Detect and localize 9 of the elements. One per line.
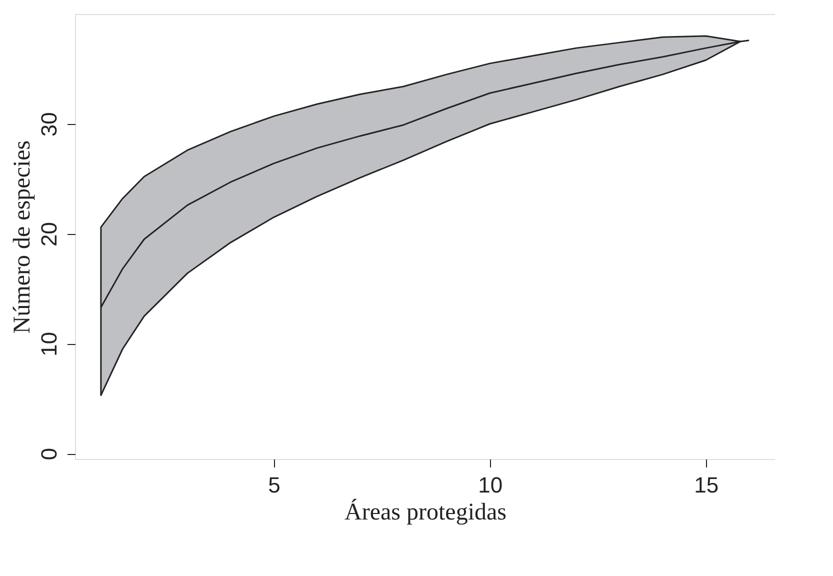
y-tick-label: 10 <box>36 332 62 356</box>
y-tick-label: 0 <box>36 448 62 460</box>
x-axis-title: Áreas protegidas <box>344 498 506 526</box>
x-tick-label: 5 <box>268 472 280 498</box>
y-axis-title: Número de especies <box>10 140 36 334</box>
x-tick-label: 15 <box>694 472 719 498</box>
y-tick-label: 30 <box>36 112 62 137</box>
x-tick-label: 10 <box>478 472 503 498</box>
y-tick-label: 20 <box>36 222 62 246</box>
